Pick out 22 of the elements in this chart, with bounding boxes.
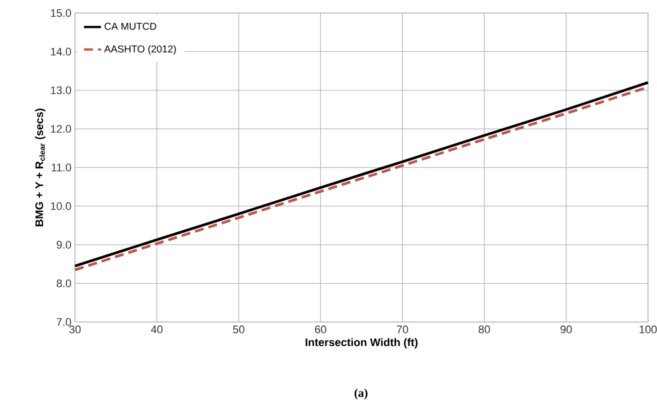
x-tick-label: 90: [560, 326, 572, 334]
x-tick-label: 30: [69, 326, 81, 334]
y-tick-label: 12.0: [50, 125, 72, 133]
x-tick-label: 100: [640, 326, 657, 334]
x-tick-label: 50: [233, 326, 244, 334]
x-tick-label: 80: [478, 326, 490, 334]
y-tick-label: 9.0: [56, 240, 72, 249]
y-tick-label: 8.0: [56, 280, 72, 288]
text: (a): [354, 388, 368, 400]
x-tick-label: 70: [396, 326, 408, 334]
y-tick-label: 11.0: [52, 164, 72, 172]
legend-label: CA MUTCD: [104, 22, 156, 30]
y-tick-label: 15.0: [50, 9, 72, 17]
x-axis-title: Intersection Width (ft): [306, 338, 418, 348]
x-tick-label: 60: [315, 326, 326, 334]
y-tick-label: 14.0: [50, 48, 72, 56]
y-tick-label: 13.0: [50, 86, 72, 94]
y-tick-label: 7.0: [56, 318, 72, 326]
x-tick-label: 40: [151, 326, 163, 334]
y-axis-title: BMG + Y + R$_{clear}$ (secs): [35, 108, 46, 226]
y-tick-label: 10.0: [50, 202, 72, 210]
legend-label: AASHTO (2012): [104, 45, 176, 54]
